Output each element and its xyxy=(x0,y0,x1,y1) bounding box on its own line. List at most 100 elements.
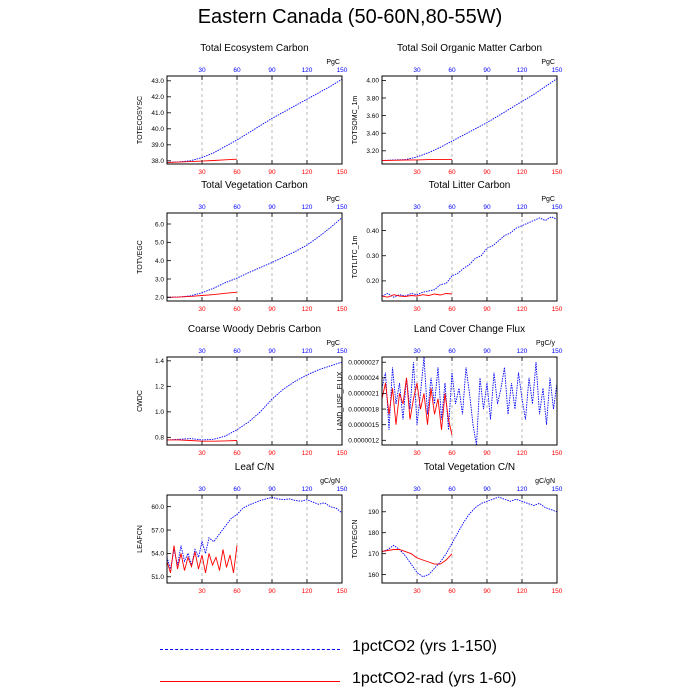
y-tick-label: 41.0 xyxy=(151,110,164,117)
x-tick-label-bottom: 60 xyxy=(448,450,456,457)
series-1pctco2-line xyxy=(166,496,343,570)
x-tick-label-top: 120 xyxy=(302,67,313,74)
x-tick-label-bottom: 90 xyxy=(268,588,276,595)
x-tick-label-bottom: 90 xyxy=(268,169,276,176)
plot-frame xyxy=(166,212,343,302)
chart-panel-5: Land Cover Change Flux PgC/y 30 30 60 60 90 90 1… xyxy=(337,324,563,457)
x-tick-label-top: 120 xyxy=(517,348,528,355)
x-tick-label-top: 30 xyxy=(198,486,206,493)
y-tick-label: 51.0 xyxy=(151,574,164,581)
plot-frame xyxy=(381,75,558,165)
y-tick-label: 0.40 xyxy=(366,228,379,235)
y-tick-label: 57.0 xyxy=(151,527,164,534)
unit-label: gC/gN xyxy=(320,478,340,485)
x-tick-label-bottom: 120 xyxy=(302,588,313,595)
plot-frame xyxy=(166,494,343,584)
y-axis-label: TOTVEGC xyxy=(137,240,144,274)
chart-panel-3: Total Litter Carbon PgC 30 30 60 60 90 90 120 120… xyxy=(352,180,563,313)
x-tick-label-bottom: 30 xyxy=(413,450,421,457)
x-tick-label-top: 60 xyxy=(233,486,241,493)
series-1pctco2-line xyxy=(166,78,343,163)
x-tick-label-top: 60 xyxy=(448,348,456,355)
unit-label: PgC/y xyxy=(536,340,556,347)
plot-frame xyxy=(381,212,558,302)
y-tick-label: 0.20 xyxy=(366,278,379,285)
y-tick-label: 170 xyxy=(368,551,379,558)
legend-label: 1pctCO2 (yrs 1-150) xyxy=(352,638,497,655)
y-tick-label: 0.0000027 xyxy=(348,360,379,367)
y-tick-label: 4.00 xyxy=(366,78,379,85)
x-tick-label-bottom: 30 xyxy=(198,306,206,313)
x-tick-label-bottom: 60 xyxy=(448,588,456,595)
y-tick-label: 54.0 xyxy=(151,551,164,558)
x-tick-label-top: 60 xyxy=(448,67,456,74)
x-tick-label-top: 120 xyxy=(517,67,528,74)
x-tick-label-bottom: 30 xyxy=(413,306,421,313)
x-tick-label-bottom: 120 xyxy=(517,306,528,313)
chart-panel-0: Total Ecosystem Carbon PgC 30 30 60 60 90 90 120… xyxy=(137,43,348,176)
plot-frame xyxy=(166,75,343,165)
panel-title: Total Vegetation C/N xyxy=(424,462,515,473)
unit-label: PgC xyxy=(326,196,340,203)
series-1pctco2-line xyxy=(381,216,558,298)
x-tick-label-top: 90 xyxy=(268,486,276,493)
x-tick-label-bottom: 30 xyxy=(413,169,421,176)
chart-panel-6: Leaf C/N gC/gN 30 30 60 60 90 90 120 120 150 150 51.… xyxy=(137,462,348,595)
series-1pctco2-rad-line xyxy=(381,159,452,161)
series-1pctco2-line xyxy=(166,217,343,298)
panel-title: Total Litter Carbon xyxy=(429,180,511,191)
x-tick-label-top: 60 xyxy=(233,348,241,355)
x-tick-label-bottom: 120 xyxy=(517,169,528,176)
x-tick-label-top: 90 xyxy=(268,204,276,211)
x-tick-label-top: 120 xyxy=(302,204,313,211)
unit-label: PgC xyxy=(541,59,555,66)
chart-panel-7: Total Vegetation C/N gC/gN 30 30 60 60 90 90 120… xyxy=(352,462,563,595)
x-tick-label-bottom: 30 xyxy=(198,588,206,595)
y-tick-label: 190 xyxy=(368,509,379,516)
x-tick-label-bottom: 60 xyxy=(448,169,456,176)
series-1pctco2-rad-line xyxy=(381,549,453,565)
x-tick-label-bottom: 90 xyxy=(483,450,491,457)
unit-label: PgC xyxy=(326,340,340,347)
x-tick-label-bottom: 150 xyxy=(552,588,563,595)
y-tick-label: 1.0 xyxy=(155,409,164,416)
x-tick-label-top: 90 xyxy=(483,67,491,74)
panel-title: Total Ecosystem Carbon xyxy=(200,43,308,54)
x-tick-label-bottom: 30 xyxy=(413,588,421,595)
x-tick-label-top: 150 xyxy=(337,204,348,211)
y-tick-label: 3.40 xyxy=(366,131,379,138)
x-tick-label-bottom: 150 xyxy=(552,450,563,457)
x-tick-label-bottom: 150 xyxy=(337,588,348,595)
x-tick-label-top: 150 xyxy=(337,348,348,355)
x-tick-label-top: 30 xyxy=(413,67,421,74)
y-tick-label: 0.8 xyxy=(155,435,164,442)
x-tick-label-top: 120 xyxy=(517,486,528,493)
x-tick-label-bottom: 120 xyxy=(302,450,313,457)
series-1pctco2-rad-line xyxy=(166,291,238,298)
panel-title: Coarse Woody Debris Carbon xyxy=(188,324,321,335)
page-title: Eastern Canada (50-60N,80-55W) xyxy=(197,6,503,28)
x-tick-label-top: 150 xyxy=(552,67,563,74)
x-tick-label-bottom: 150 xyxy=(337,306,348,313)
y-tick-label: 0.0000012 xyxy=(348,438,379,445)
y-tick-label: 3.80 xyxy=(366,95,379,102)
legend-item-1pctco2-rad: 1pctCO2-rad (yrs 1-60) xyxy=(160,670,620,694)
x-tick-label-top: 90 xyxy=(268,348,276,355)
y-tick-label: 40.0 xyxy=(151,126,164,133)
y-tick-label: 3.60 xyxy=(366,113,379,120)
y-tick-label: 1.2 xyxy=(155,384,164,391)
y-tick-label: 38.0 xyxy=(151,158,164,165)
unit-label: PgC xyxy=(326,59,340,66)
panel-title: Total Vegetation Carbon xyxy=(201,180,308,191)
plot-frame xyxy=(381,356,558,446)
x-tick-label-top: 30 xyxy=(413,348,421,355)
unit-label: PgC xyxy=(541,196,555,203)
y-tick-label: 60.0 xyxy=(151,504,164,511)
x-tick-label-top: 90 xyxy=(483,486,491,493)
x-tick-label-bottom: 30 xyxy=(198,169,206,176)
x-tick-label-top: 30 xyxy=(413,486,421,493)
y-tick-label: 3.0 xyxy=(155,276,164,283)
x-tick-label-top: 120 xyxy=(302,486,313,493)
legend-swatch-red-solid xyxy=(160,681,340,682)
